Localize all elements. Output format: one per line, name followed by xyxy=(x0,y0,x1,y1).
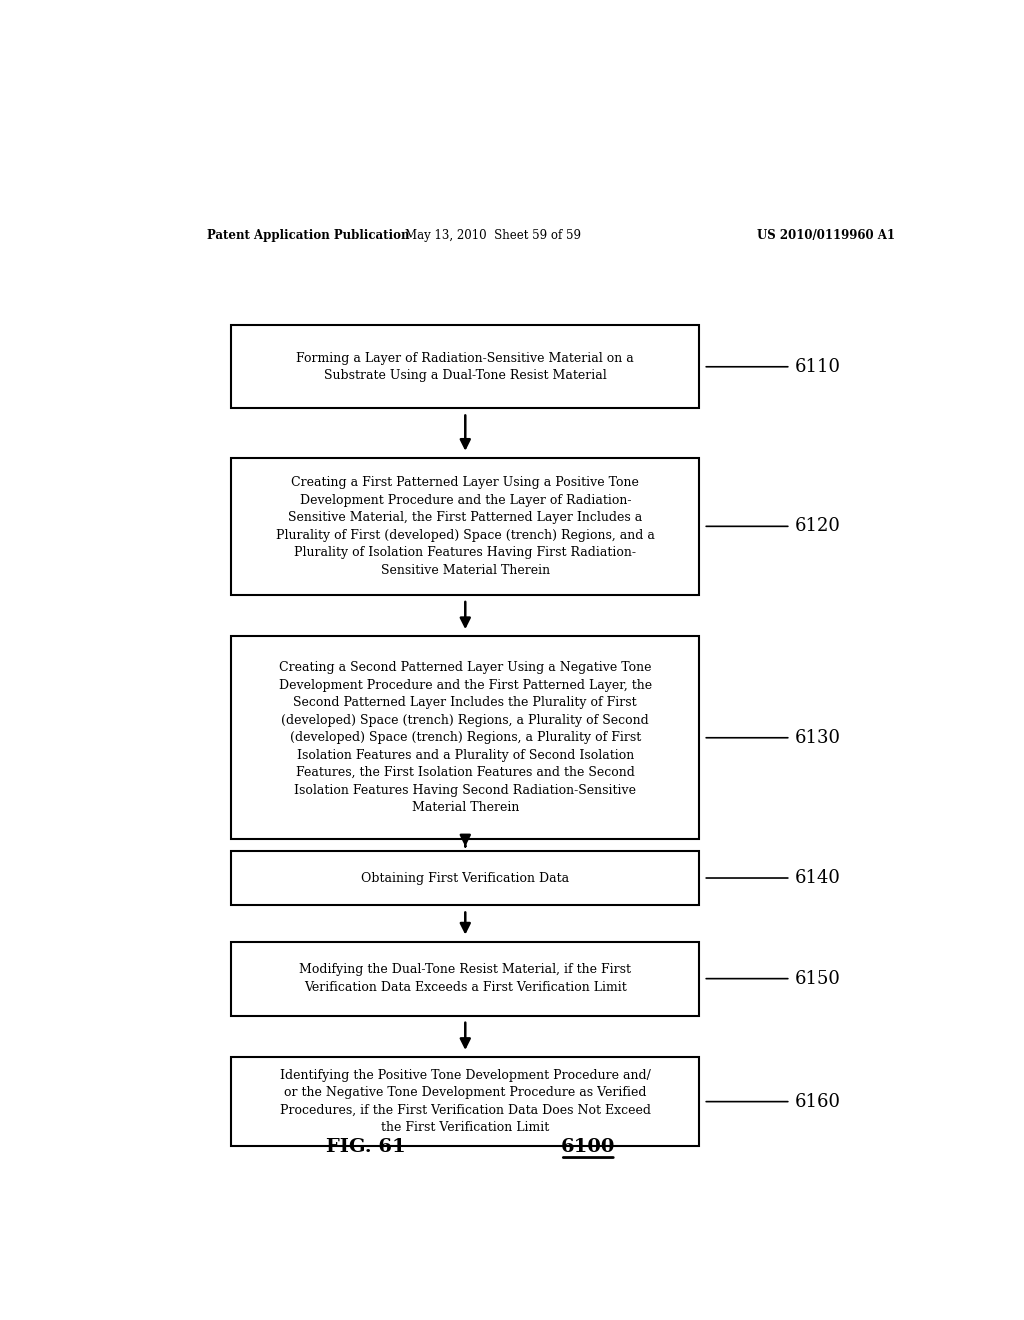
Text: Identifying the Positive Tone Development Procedure and/
or the Negative Tone De: Identifying the Positive Tone Developmen… xyxy=(280,1069,651,1134)
Bar xyxy=(231,850,699,906)
Text: 6130: 6130 xyxy=(795,729,841,747)
Bar xyxy=(231,941,699,1015)
Text: FIG. 61: FIG. 61 xyxy=(327,1138,406,1156)
Text: Obtaining First Verification Data: Obtaining First Verification Data xyxy=(361,871,569,884)
Bar xyxy=(231,458,699,595)
Text: US 2010/0119960 A1: US 2010/0119960 A1 xyxy=(758,230,895,242)
Text: Patent Application Publication: Patent Application Publication xyxy=(207,230,410,242)
Bar xyxy=(231,325,699,408)
Text: May 13, 2010  Sheet 59 of 59: May 13, 2010 Sheet 59 of 59 xyxy=(406,230,581,242)
Text: Forming a Layer of Radiation-Sensitive Material on a
Substrate Using a Dual-Tone: Forming a Layer of Radiation-Sensitive M… xyxy=(296,351,634,381)
Bar xyxy=(231,1057,699,1146)
Text: 6120: 6120 xyxy=(795,517,841,536)
Text: 6110: 6110 xyxy=(795,358,841,376)
Text: 6140: 6140 xyxy=(795,869,841,887)
Text: 6160: 6160 xyxy=(795,1093,841,1110)
Text: Creating a Second Patterned Layer Using a Negative Tone
Development Procedure an: Creating a Second Patterned Layer Using … xyxy=(279,661,652,814)
Text: Modifying the Dual-Tone Resist Material, if the First
Verification Data Exceeds : Modifying the Dual-Tone Resist Material,… xyxy=(299,964,631,994)
Text: Creating a First Patterned Layer Using a Positive Tone
Development Procedure and: Creating a First Patterned Layer Using a… xyxy=(275,477,654,577)
Text: 6100: 6100 xyxy=(561,1138,615,1156)
Bar xyxy=(231,636,699,840)
Text: 6150: 6150 xyxy=(795,970,841,987)
